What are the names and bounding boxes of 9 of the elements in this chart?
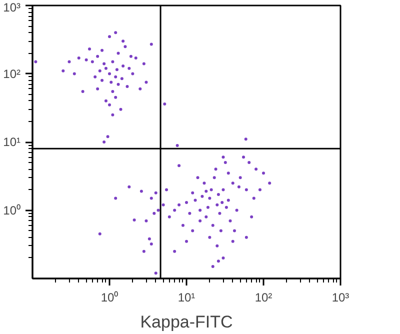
y-tick-label: 10³ (3, 0, 21, 14)
x-tick-label: 10³ (332, 290, 350, 304)
x-tick-label: 10¹ (178, 290, 196, 304)
x-tick-label: 10⁰ (100, 290, 118, 304)
x-tick-label: 10² (254, 290, 272, 304)
x-axis-title: Kappa-FITC (140, 312, 233, 332)
y-tick-label: 10⁰ (3, 203, 21, 218)
y-tick-label: 10² (3, 66, 21, 81)
y-tick-label: 10¹ (3, 135, 21, 149)
